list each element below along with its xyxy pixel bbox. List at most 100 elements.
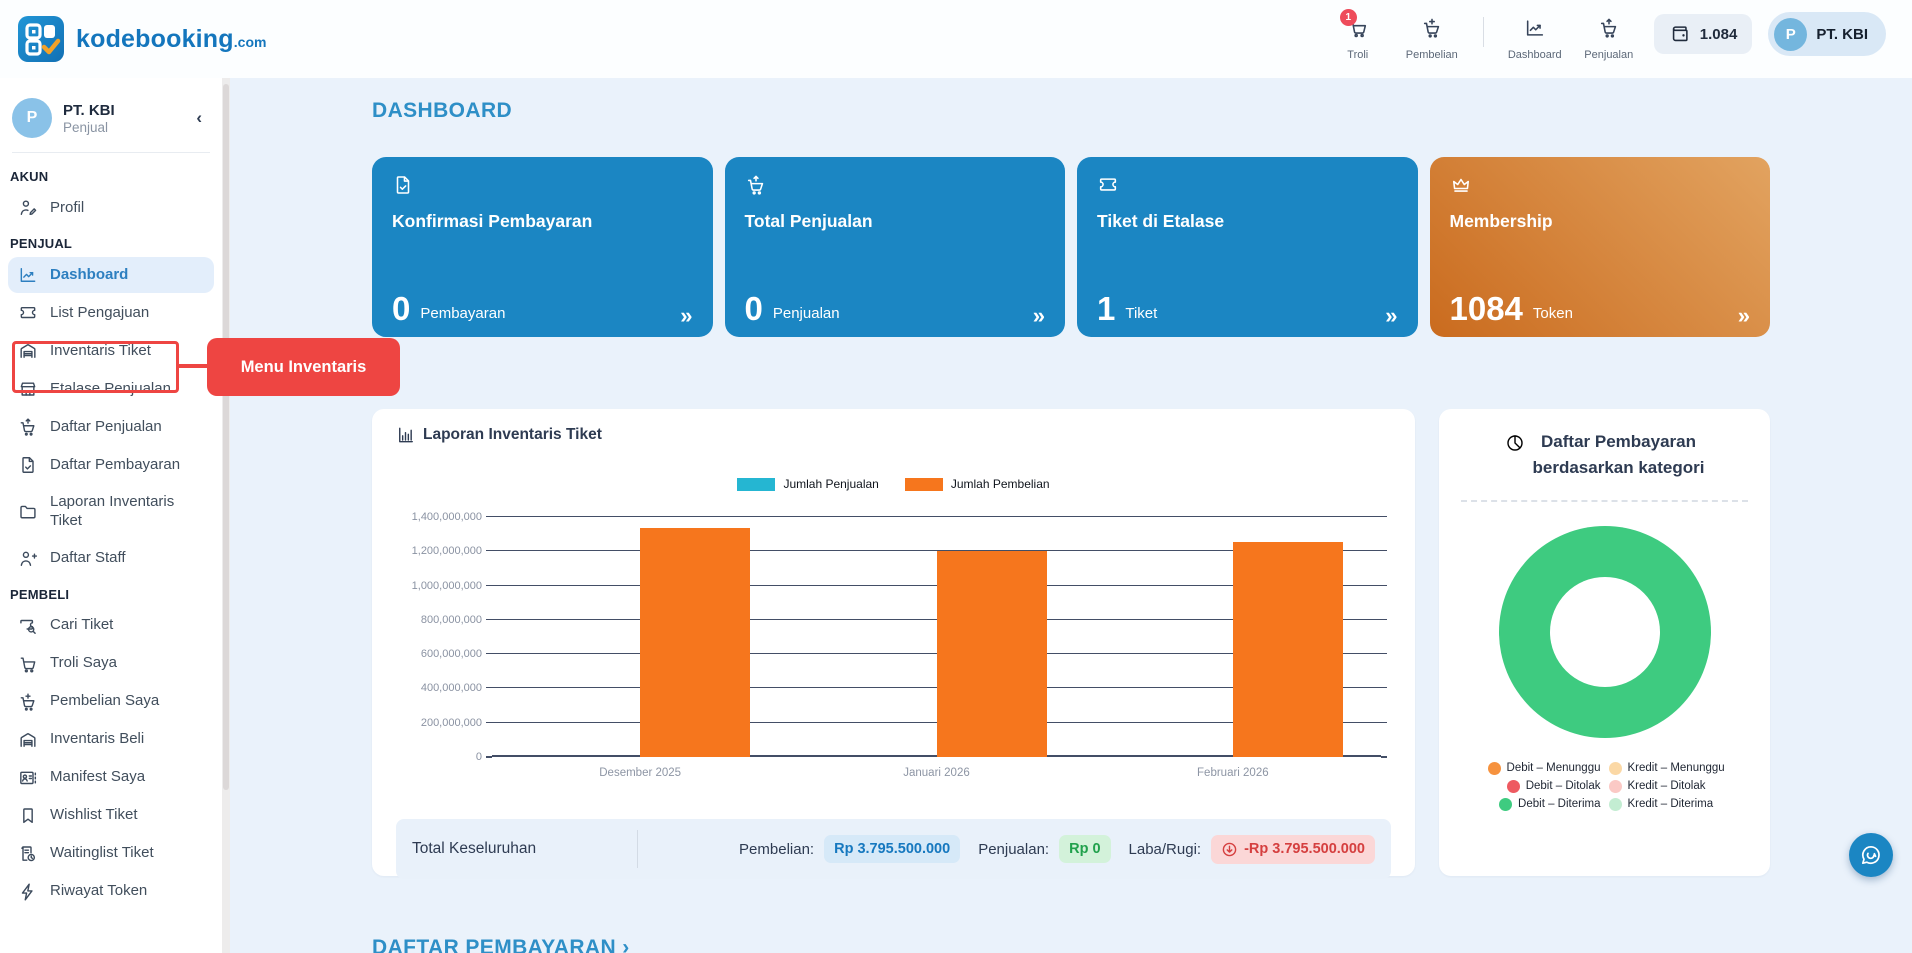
top-header: kodebooking.com 1 Troli Pembelian Dashboar…	[0, 0, 1912, 78]
sidebar: P PT. KBI Penjual ‹ AKUN Profil PENJUAL Das…	[0, 78, 222, 953]
bar-chart-plot: 0 200,000,000 400,000,000 600,000,000 800,00…	[412, 511, 1387, 779]
sidebar-scrollbar[interactable]	[222, 78, 230, 953]
card-value: 1084	[1449, 290, 1523, 327]
chevrons-right-icon[interactable]: »	[680, 303, 692, 329]
sidebar-item-wishlist-tiket[interactable]: Wishlist Tiket	[8, 798, 214, 834]
sidebar-item-label: Inventaris Beli	[50, 730, 145, 748]
donut-legend-item: Debit – Diterima	[1459, 797, 1601, 811]
profile-name: PT. KBI	[63, 101, 115, 119]
cart-icon	[18, 654, 38, 674]
sidebar-item-label: Pembelian Saya	[50, 692, 160, 710]
donut-title-line1: Daftar Pembayaran	[1541, 432, 1696, 451]
section-title-daftar-pembayaran[interactable]: DAFTAR PEMBAYARAN ›	[372, 936, 630, 953]
laba-rugi-label: Laba/Rugi:	[1128, 840, 1202, 858]
sidebar-section-title: AKUN	[10, 169, 49, 184]
sidebar-item-cari-tiket[interactable]: Cari Tiket	[8, 608, 214, 644]
chevrons-right-icon[interactable]: »	[1385, 303, 1397, 329]
list-clock-icon	[18, 844, 38, 864]
totals-label: Total Keseluruhan	[412, 840, 537, 857]
legend-label: Kredit – Menunggu	[1627, 762, 1725, 775]
scrollbar-thumb[interactable]	[223, 84, 229, 790]
card-unit: Tiket	[1125, 305, 1158, 322]
wallet-icon	[1669, 23, 1691, 45]
warehouse-icon	[18, 730, 38, 750]
token-balance-pill[interactable]: 1.084	[1653, 14, 1753, 54]
card-title: Tiket di Etalase	[1097, 211, 1225, 231]
header-action-pembelian[interactable]: Pembelian	[1403, 17, 1461, 61]
cart-plus-icon	[18, 692, 38, 712]
chevrons-right-icon[interactable]: »	[1032, 303, 1045, 329]
warehouse-icon	[18, 341, 38, 361]
sidebar-item-etalase-penjualan[interactable]: Etalase Penjualan	[8, 371, 214, 407]
chat-bubble-icon	[1859, 843, 1883, 867]
x-axis-label: Februari 2026	[1197, 767, 1269, 779]
bookmark-icon	[18, 806, 38, 826]
summary-card-membership[interactable]: Membership 1084 Token »	[1429, 157, 1770, 337]
header-action-penjualan[interactable]: Penjualan	[1580, 17, 1638, 61]
sidebar-item-label: Laporan Inventaris Tiket	[50, 493, 175, 529]
card-title: Total Penjualan	[744, 211, 873, 231]
storefront-icon	[18, 379, 38, 399]
sidebar-item-manifest-saya[interactable]: Manifest Saya	[8, 760, 214, 796]
sidebar-section-title: PENJUAL	[10, 236, 73, 251]
laba-rugi-badge: -Rp 3.795.500.000	[1211, 834, 1375, 864]
brand-text: kodebooking.com	[76, 25, 266, 54]
totals-bar: Total Keseluruhan Pembelian: Rp 3.795.50…	[396, 819, 1391, 879]
chat-button[interactable]	[1849, 833, 1893, 877]
card-value: 0	[392, 290, 411, 327]
header-action-troli[interactable]: 1 Troli	[1329, 9, 1387, 61]
header-action-label: Troli	[1347, 49, 1369, 61]
sidebar-item-riwayat-token[interactable]: Riwayat Token	[8, 874, 214, 910]
donut-chart	[1498, 525, 1711, 738]
sidebar-collapse-button[interactable]: ‹	[196, 108, 202, 127]
sidebar-item-list-pengajuan[interactable]: List Pengajuan	[8, 295, 214, 331]
sidebar-item-label: Troli Saya	[50, 654, 117, 672]
header-action-dashboard[interactable]: Dashboard	[1506, 17, 1564, 61]
cart-up-icon	[18, 417, 38, 437]
legend-item: Jumlah Pembelian	[904, 477, 1050, 491]
sidebar-item-label: Dashboard	[50, 265, 129, 283]
dashboard-icon	[18, 265, 38, 285]
cart-up-icon	[1598, 17, 1620, 39]
user-plus-icon	[18, 549, 38, 569]
sidebar-item-waitinglist-tiket[interactable]: Waitinglist Tiket	[8, 836, 214, 872]
sidebar-item-laporan-inventaris-tiket[interactable]: Laporan Inventaris Tiket	[8, 485, 214, 539]
chevrons-right-icon[interactable]: »	[1737, 303, 1750, 329]
sidebar-item-pembelian-saya[interactable]: Pembelian Saya	[8, 684, 214, 720]
sidebar-item-daftar-pembayaran[interactable]: Daftar Pembayaran	[8, 447, 214, 483]
y-axis-tick-label: 1,200,000,000	[411, 545, 482, 558]
sidebar-item-inventaris-tiket[interactable]: Inventaris Tiket	[8, 333, 214, 369]
y-axis-tick-label: 600,000,000	[420, 648, 482, 661]
summary-card-tiket-di-etalase[interactable]: Tiket di Etalase 1 Tiket »	[1077, 157, 1418, 337]
donut-legend-item: Kredit – Menunggu	[1608, 761, 1751, 775]
sidebar-item-dashboard[interactable]: Dashboard	[8, 257, 214, 293]
legend-item: Jumlah Penjualan	[737, 477, 879, 491]
page-title: DASHBOARD	[372, 99, 513, 122]
inventory-report-card: Laporan Inventaris Tiket Jumlah Penjuala…	[372, 409, 1415, 879]
sidebar-item-label: List Pengajuan	[50, 303, 150, 321]
sidebar-item-inventaris-beli[interactable]: Inventaris Beli	[8, 722, 214, 758]
legend-label: Debit – Diterima	[1518, 798, 1601, 811]
header-divider	[1482, 17, 1484, 47]
donut-legend-item: Kredit – Ditolak	[1608, 779, 1751, 793]
sidebar-item-daftar-penjualan[interactable]: Daftar Penjualan	[8, 409, 214, 445]
sidebar-item-troli-saya[interactable]: Troli Saya	[8, 646, 214, 682]
user-menu-pill[interactable]: P PT. KBI	[1768, 12, 1886, 56]
card-title: Konfirmasi Pembayaran	[392, 211, 593, 231]
gridline: 1,400,000,000	[412, 511, 1387, 523]
sidebar-divider	[12, 152, 210, 153]
ticket-icon	[1097, 174, 1119, 196]
card-value: 0	[744, 290, 763, 327]
summary-card-konfirmasi-pembayaran[interactable]: Konfirmasi Pembayaran 0 Pembayaran »	[372, 157, 713, 337]
avatar: P	[12, 98, 52, 138]
sidebar-item-profil[interactable]: Profil	[8, 190, 214, 226]
sidebar-item-daftar-staff[interactable]: Daftar Staff	[8, 541, 214, 577]
card-unit: Penjualan	[772, 305, 840, 322]
penjualan-label: Penjualan:	[978, 840, 1050, 858]
summary-card-total-penjualan[interactable]: Total Penjualan 0 Penjualan »	[724, 157, 1065, 337]
header-action-label: Dashboard	[1507, 49, 1562, 61]
legend-label: Jumlah Pembelian	[950, 477, 1050, 491]
donut-legend-item: Debit – Menunggu	[1459, 761, 1601, 775]
bar-jumlah-pembelian	[1232, 542, 1343, 757]
brand-logo[interactable]: kodebooking.com	[18, 16, 266, 62]
